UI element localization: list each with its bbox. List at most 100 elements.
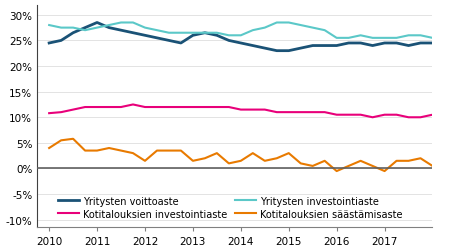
Kotitalouksien säästämisaste <box>442 160 447 163</box>
Kotitalouksien säästämisaste <box>382 170 387 173</box>
Yritysten investointiaste <box>274 22 280 25</box>
Yritysten voittoaste <box>106 27 112 30</box>
Kotitalouksien investointiaste <box>238 109 243 112</box>
Yritysten voittoaste <box>190 35 196 38</box>
Kotitalouksien investointiaste <box>166 106 172 109</box>
Yritysten voittoaste <box>226 40 232 43</box>
Yritysten voittoaste <box>130 32 136 35</box>
Yritysten voittoaste <box>394 42 399 45</box>
Yritysten investointiaste <box>250 29 256 33</box>
Kotitalouksien investointiaste <box>442 114 447 117</box>
Kotitalouksien säästämisaste <box>250 152 256 155</box>
Kotitalouksien säästämisaste <box>94 149 100 152</box>
Kotitalouksien säästämisaste <box>310 165 316 168</box>
Yritysten investointiaste <box>214 32 220 35</box>
Yritysten voittoaste <box>358 42 363 45</box>
Yritysten voittoaste <box>70 32 76 35</box>
Kotitalouksien säästämisaste <box>142 160 148 163</box>
Yritysten investointiaste <box>322 29 327 33</box>
Yritysten investointiaste <box>334 37 340 40</box>
Yritysten investointiaste <box>142 27 148 30</box>
Kotitalouksien investointiaste <box>106 106 112 109</box>
Kotitalouksien säästämisaste <box>262 160 267 163</box>
Yritysten voittoaste <box>214 35 220 38</box>
Kotitalouksien investointiaste <box>94 106 100 109</box>
Yritysten investointiaste <box>298 24 303 27</box>
Kotitalouksien säästämisaste <box>154 149 160 152</box>
Yritysten investointiaste <box>166 32 172 35</box>
Yritysten voittoaste <box>46 42 52 45</box>
Kotitalouksien säästämisaste <box>334 170 340 173</box>
Kotitalouksien säästämisaste <box>370 165 375 168</box>
Yritysten investointiaste <box>406 35 411 38</box>
Yritysten voittoaste <box>406 45 411 48</box>
Yritysten investointiaste <box>118 22 124 25</box>
Yritysten voittoaste <box>59 40 64 43</box>
Yritysten investointiaste <box>94 27 100 30</box>
Yritysten investointiaste <box>178 32 184 35</box>
Kotitalouksien investointiaste <box>59 111 64 114</box>
Kotitalouksien investointiaste <box>226 106 232 109</box>
Yritysten voittoaste <box>370 45 375 48</box>
Kotitalouksien säästämisaste <box>214 152 220 155</box>
Kotitalouksien investointiaste <box>274 111 280 114</box>
Yritysten investointiaste <box>226 35 232 38</box>
Legend: Yritysten voittoaste, Kotitalouksien investointiaste, Yritysten investointiaste,: Yritysten voittoaste, Kotitalouksien inv… <box>54 192 407 223</box>
Yritysten voittoaste <box>82 27 88 30</box>
Yritysten investointiaste <box>382 37 387 40</box>
Kotitalouksien säästämisaste <box>406 160 411 163</box>
Yritysten voittoaste <box>166 40 172 43</box>
Kotitalouksien investointiaste <box>46 112 52 115</box>
Kotitalouksien säästämisaste <box>286 152 291 155</box>
Yritysten voittoaste <box>382 42 387 45</box>
Kotitalouksien säästämisaste <box>322 160 327 163</box>
Yritysten investointiaste <box>46 24 52 27</box>
Kotitalouksien säästämisaste <box>430 165 435 168</box>
Yritysten investointiaste <box>130 22 136 25</box>
Kotitalouksien investointiaste <box>70 109 76 112</box>
Kotitalouksien säästämisaste <box>46 147 52 150</box>
Line: Kotitalouksien säästämisaste: Kotitalouksien säästämisaste <box>49 139 454 183</box>
Kotitalouksien säästämisaste <box>190 160 196 163</box>
Yritysten investointiaste <box>442 37 447 40</box>
Kotitalouksien säästämisaste <box>106 147 112 150</box>
Yritysten investointiaste <box>358 35 363 38</box>
Kotitalouksien säästämisaste <box>70 138 76 141</box>
Kotitalouksien investointiaste <box>250 109 256 112</box>
Yritysten voittoaste <box>418 42 423 45</box>
Kotitalouksien investointiaste <box>202 106 207 109</box>
Yritysten voittoaste <box>298 47 303 50</box>
Kotitalouksien säästämisaste <box>274 157 280 160</box>
Yritysten voittoaste <box>250 45 256 48</box>
Kotitalouksien investointiaste <box>82 106 88 109</box>
Yritysten investointiaste <box>262 27 267 30</box>
Kotitalouksien investointiaste <box>130 104 136 107</box>
Yritysten investointiaste <box>238 35 243 38</box>
Yritysten voittoaste <box>154 37 160 40</box>
Kotitalouksien säästämisaste <box>238 160 243 163</box>
Kotitalouksien investointiaste <box>322 111 327 114</box>
Kotitalouksien investointiaste <box>358 114 363 117</box>
Kotitalouksien säästämisaste <box>118 149 124 152</box>
Yritysten investointiaste <box>370 37 375 40</box>
Yritysten investointiaste <box>82 29 88 33</box>
Kotitalouksien säästämisaste <box>130 152 136 155</box>
Yritysten investointiaste <box>106 24 112 27</box>
Yritysten voittoaste <box>202 32 207 35</box>
Kotitalouksien säästämisaste <box>394 160 399 163</box>
Yritysten voittoaste <box>322 45 327 48</box>
Kotitalouksien säästämisaste <box>358 160 363 163</box>
Yritysten voittoaste <box>94 22 100 25</box>
Kotitalouksien investointiaste <box>298 111 303 114</box>
Kotitalouksien investointiaste <box>334 114 340 117</box>
Kotitalouksien investointiaste <box>214 106 220 109</box>
Kotitalouksien investointiaste <box>382 114 387 117</box>
Kotitalouksien säästämisaste <box>166 149 172 152</box>
Yritysten voittoaste <box>442 40 447 43</box>
Yritysten investointiaste <box>70 27 76 30</box>
Kotitalouksien investointiaste <box>154 106 160 109</box>
Yritysten investointiaste <box>190 32 196 35</box>
Kotitalouksien investointiaste <box>190 106 196 109</box>
Yritysten voittoaste <box>334 45 340 48</box>
Yritysten investointiaste <box>202 32 207 35</box>
